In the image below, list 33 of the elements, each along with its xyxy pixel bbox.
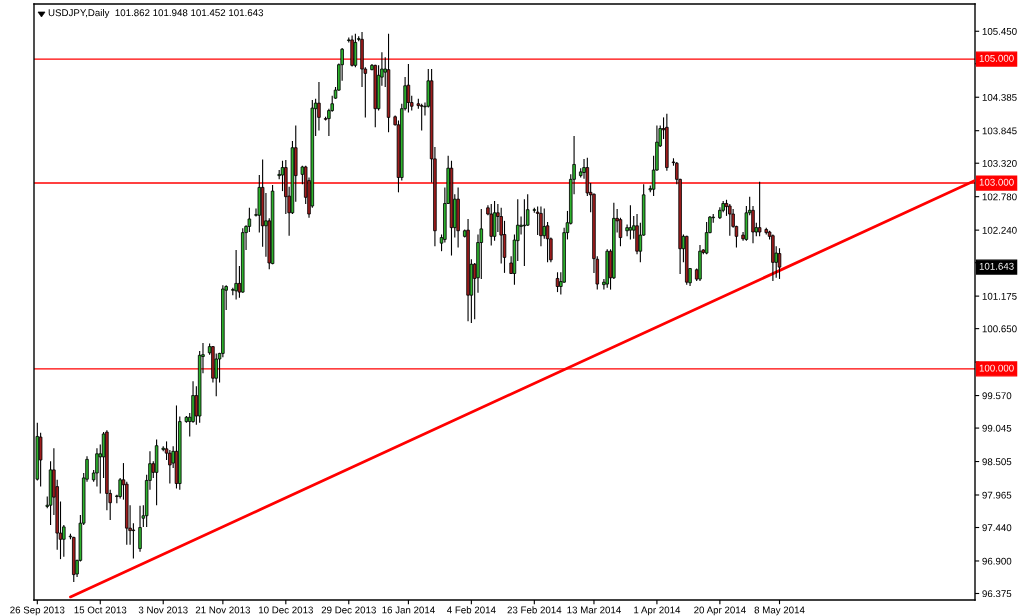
- ref-line-label: 100.000: [979, 364, 1014, 372]
- x-tick-label: 16 Jan 2014: [382, 606, 435, 614]
- y-tick-label: 103.845: [982, 127, 1017, 135]
- y-tick-label: 99.570: [982, 392, 1012, 400]
- y-tick-label: 97.440: [982, 524, 1012, 532]
- x-tick-label: 29 Dec 2013: [321, 606, 376, 614]
- y-tick-label: 99.045: [982, 424, 1012, 432]
- ref-line-label: 103.000: [979, 178, 1014, 186]
- x-tick-label: 1 Apr 2014: [634, 606, 681, 616]
- x-tick-label: 26 Sep 2013: [10, 606, 65, 616]
- y-tick-label: 98.505: [982, 458, 1012, 466]
- x-tick-label: 4 Feb 2014: [447, 606, 496, 614]
- y-tick-label: 102.240: [982, 226, 1017, 234]
- x-tick-label: 13 Mar 2014: [567, 606, 621, 614]
- y-tick-label: 105.450: [982, 27, 1017, 35]
- x-tick-label: 10 Dec 2013: [258, 606, 313, 614]
- x-tick-label: 20 Apr 2014: [694, 606, 746, 616]
- y-tick-label: 101.175: [982, 292, 1017, 300]
- x-tick-label: 23 Feb 2014: [507, 606, 562, 614]
- ref-line-label: 105.000: [979, 54, 1014, 62]
- x-tick-label: 3 Nov 2013: [138, 606, 188, 614]
- x-tick-label: 15 Oct 2013: [74, 606, 127, 614]
- y-tick-label: 104.385: [982, 93, 1017, 101]
- y-tick-label: 96.375: [982, 590, 1012, 598]
- y-tick-label: 97.965: [982, 491, 1012, 499]
- y-tick-label: 96.900: [982, 557, 1012, 565]
- y-tick-label: 100.650: [982, 325, 1017, 333]
- x-tick-label: 21 Nov 2013: [195, 606, 250, 614]
- x-tick-label: 8 May 2014: [754, 606, 805, 616]
- chart-title: USDJPY,Daily 101.862 101.948 101.452 101.643: [48, 9, 264, 19]
- y-tick-label: 102.780: [982, 193, 1017, 201]
- y-tick-label: 103.320: [982, 159, 1017, 167]
- annotation: 101.643: [979, 262, 1014, 270]
